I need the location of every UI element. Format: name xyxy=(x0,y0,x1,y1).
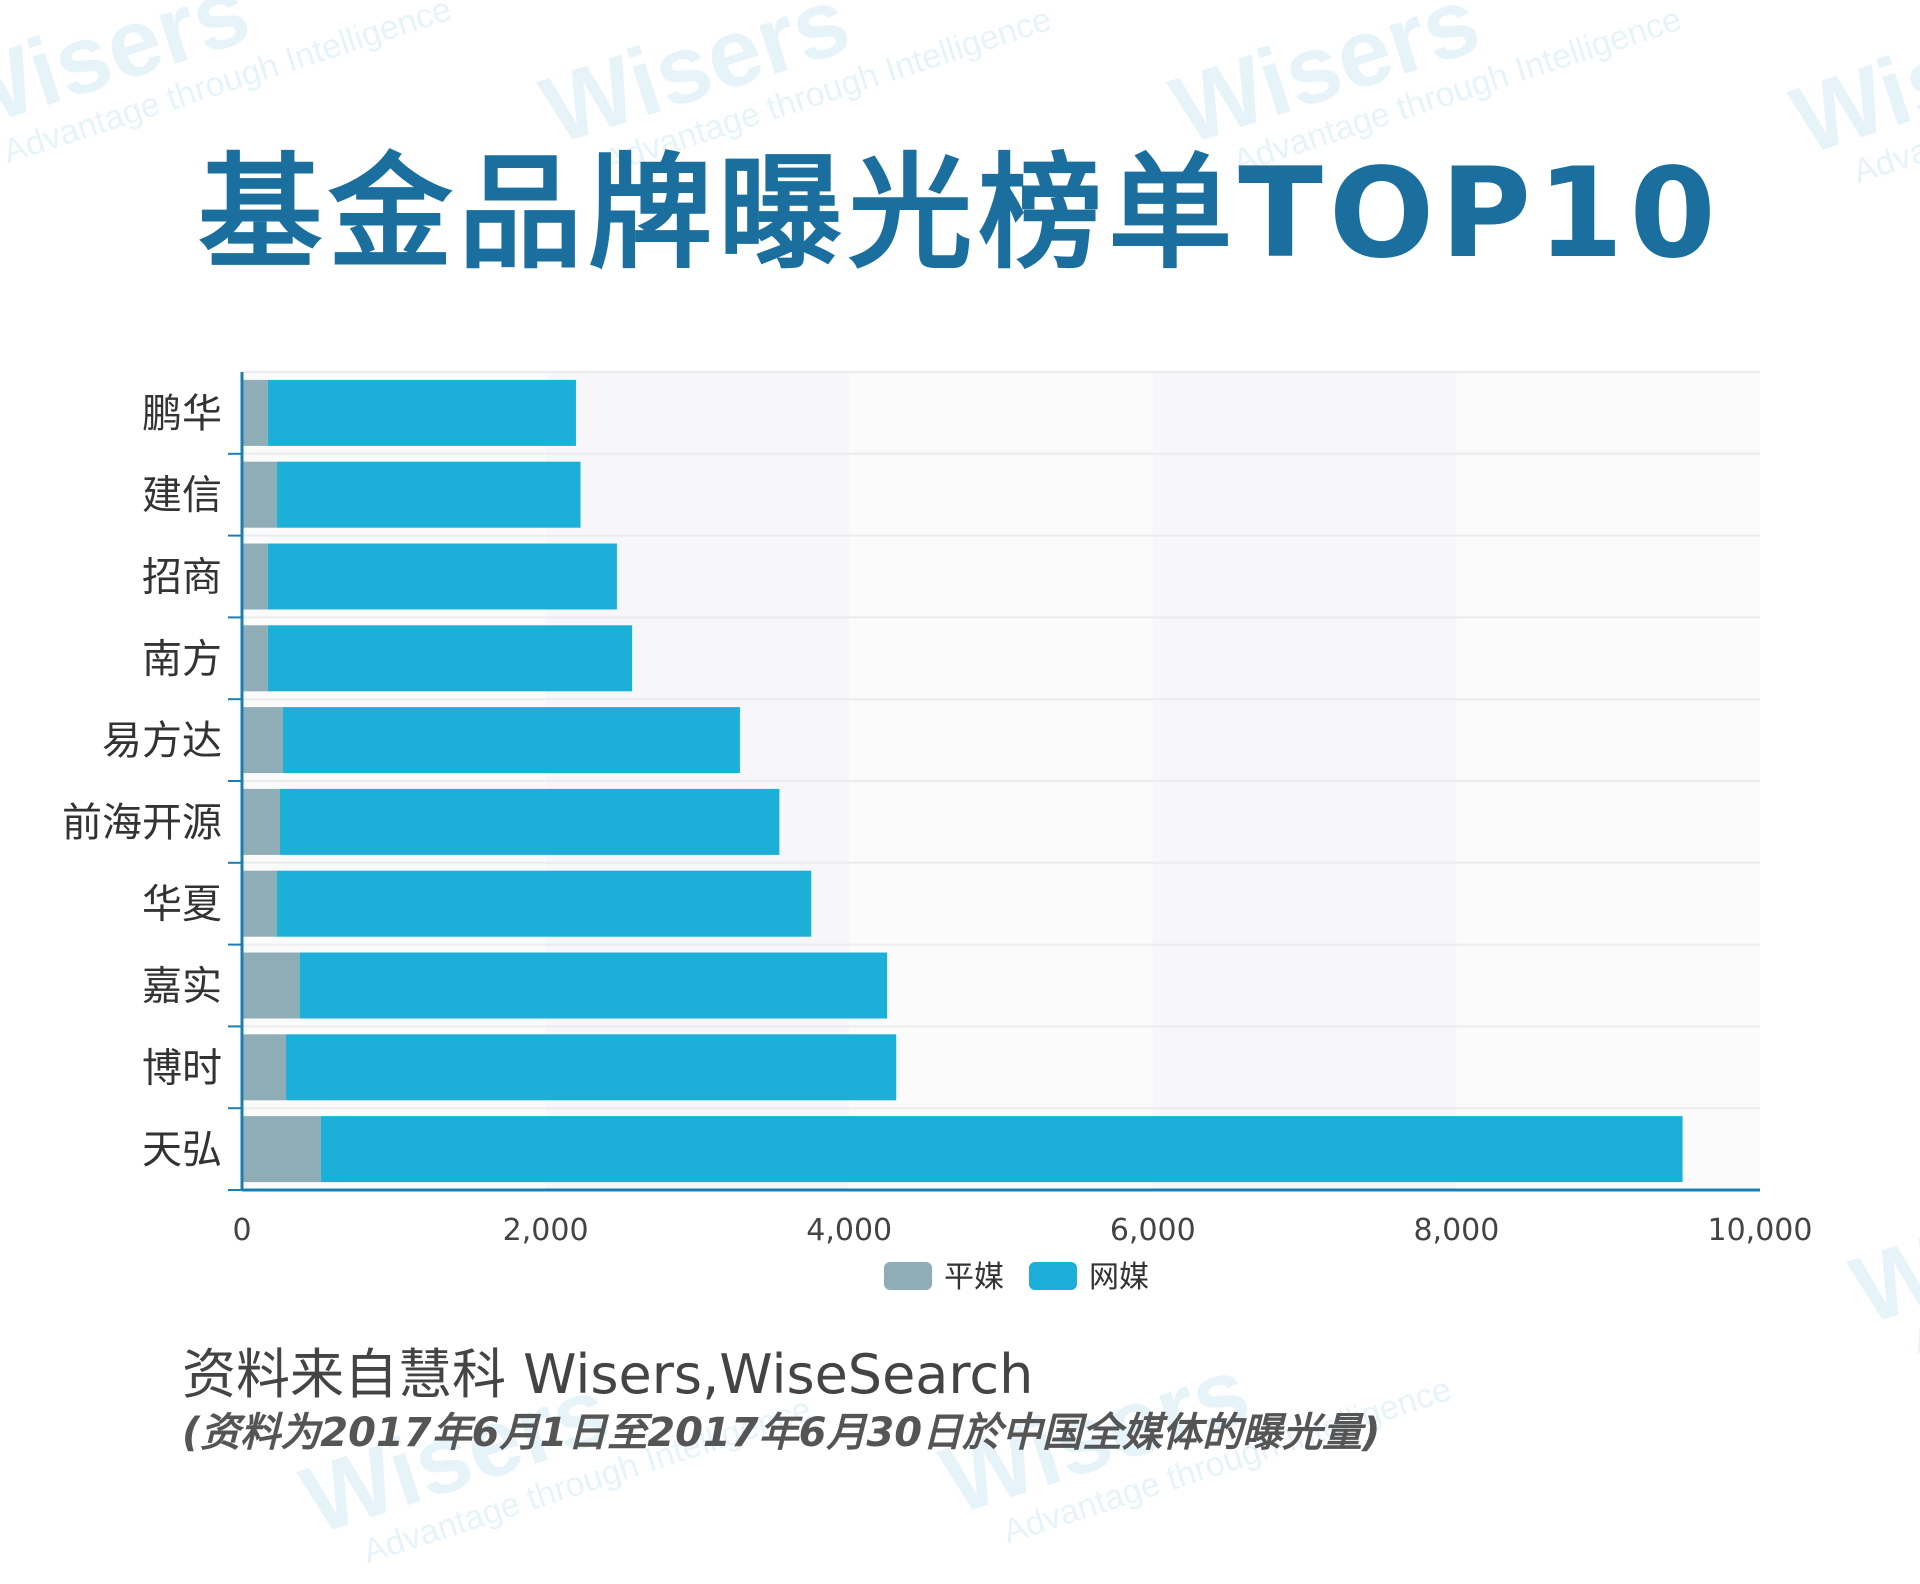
bar-online-7 xyxy=(299,952,888,1019)
x-tick-labels: 0 2,000 4,000 6,000 8,000 10,000 xyxy=(232,1213,1812,1248)
legend-swatch xyxy=(1029,1262,1077,1290)
legend-swatch xyxy=(884,1262,932,1290)
bar-online-0 xyxy=(267,379,576,446)
bars xyxy=(242,379,1683,1183)
bar-print-5 xyxy=(242,788,280,855)
bar-print-8 xyxy=(242,1034,287,1101)
bar-print-3 xyxy=(242,625,268,692)
date-range-note: (资料为2017年6月1日至2017年6月30日於中国全媒体的曝光量) xyxy=(182,1410,1381,1456)
legend-label: 网媒 xyxy=(1089,1260,1149,1295)
bar-online-3 xyxy=(267,625,633,692)
bar-print-7 xyxy=(242,952,300,1019)
category-label: 南方 xyxy=(142,636,222,682)
category-label: 鹏华 xyxy=(142,391,222,437)
bar-online-8 xyxy=(286,1034,897,1101)
category-label: 建信 xyxy=(142,473,222,519)
bar-print-6 xyxy=(242,870,277,937)
bar-print-0 xyxy=(242,379,268,446)
x-tick-label: 0 xyxy=(232,1213,251,1248)
bar-print-2 xyxy=(242,543,268,610)
category-label: 前海开源 xyxy=(62,800,222,846)
bar-online-6 xyxy=(276,870,812,937)
bar-online-1 xyxy=(276,461,581,528)
bar-online-4 xyxy=(282,707,740,774)
chart-title: 基金品牌曝光榜单TOP10 xyxy=(198,142,1722,286)
bar-print-9 xyxy=(242,1116,321,1183)
x-tick-label: 8,000 xyxy=(1413,1213,1499,1248)
category-label: 博时 xyxy=(142,1045,222,1091)
x-tick-label: 4,000 xyxy=(806,1213,892,1248)
bar-online-5 xyxy=(279,788,780,855)
bar-print-1 xyxy=(242,461,277,528)
category-label: 招商 xyxy=(142,555,222,601)
x-tick-label: 10,000 xyxy=(1708,1213,1813,1248)
category-label: 易方达 xyxy=(102,718,222,764)
x-tick-label: 2,000 xyxy=(503,1213,589,1248)
category-label: 嘉实 xyxy=(142,964,222,1010)
bar-online-2 xyxy=(267,543,617,610)
axes xyxy=(228,372,1760,1192)
x-tick-label: 6,000 xyxy=(1110,1213,1196,1248)
category-label: 天弘 xyxy=(142,1127,222,1173)
category-label: 华夏 xyxy=(142,882,222,928)
bar-online-9 xyxy=(320,1116,1683,1183)
bar-print-4 xyxy=(242,707,283,774)
legend-label: 平媒 xyxy=(944,1260,1004,1295)
source-text: 资料来自慧科 Wisers,WiseSearch xyxy=(182,1343,1034,1406)
legend: 平媒 网媒 xyxy=(884,1260,1149,1295)
